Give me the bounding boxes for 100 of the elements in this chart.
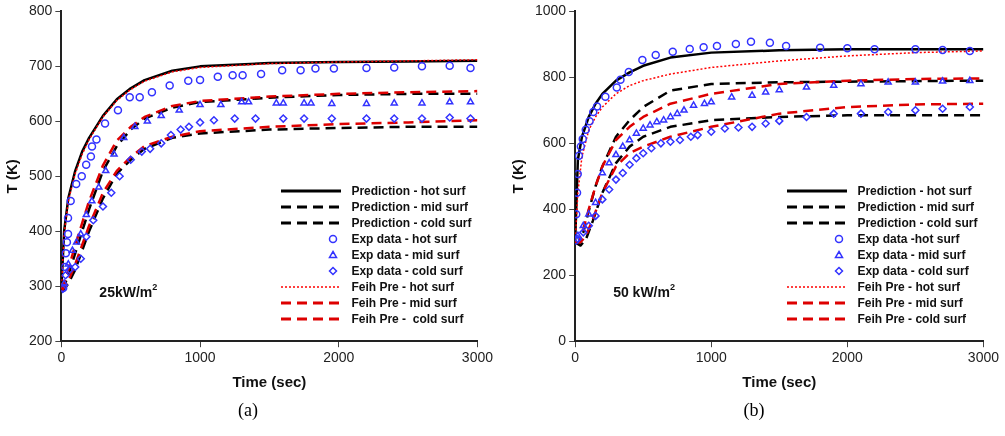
point: [911, 45, 920, 54]
point: [418, 98, 426, 106]
point: [299, 114, 309, 123]
point: [445, 113, 454, 122]
point: [135, 92, 144, 102]
point: [591, 211, 600, 221]
point: [761, 87, 770, 95]
point: [765, 38, 775, 47]
point: [727, 92, 736, 100]
legend-label: Exp data - mid surf: [857, 247, 966, 264]
point: [815, 43, 825, 52]
point: [651, 50, 660, 60]
point: [82, 232, 91, 242]
point: [61, 279, 68, 286]
point: [101, 166, 110, 174]
point: [196, 100, 204, 108]
point: [748, 91, 756, 98]
point: [720, 124, 730, 133]
point: [575, 151, 584, 161]
legend-label: Prediction - cold surf: [857, 215, 978, 232]
point: [62, 238, 72, 247]
point: [110, 150, 118, 157]
point: [611, 175, 621, 184]
point: [802, 83, 811, 90]
y-tick-label: 200: [29, 332, 53, 349]
x-tick-label: 1000: [695, 349, 728, 366]
y-tick-label: 400: [29, 222, 53, 239]
point: [89, 216, 98, 225]
point: [64, 260, 73, 267]
point: [625, 135, 634, 143]
point: [585, 116, 594, 126]
point: [592, 102, 602, 111]
point: [575, 231, 582, 239]
point: [63, 213, 73, 223]
point: [311, 64, 320, 73]
point: [176, 125, 185, 134]
legend-label: Prediction - cold surf: [351, 215, 472, 232]
point: [237, 97, 246, 105]
point: [699, 43, 708, 52]
point: [156, 139, 166, 148]
point: [612, 83, 622, 92]
point: [632, 153, 641, 163]
point: [656, 139, 666, 148]
y-tick-label: 400: [542, 200, 567, 217]
y-tick-label: 800: [29, 2, 53, 19]
point: [61, 262, 70, 272]
point: [86, 152, 96, 161]
point: [195, 75, 205, 85]
point: [686, 132, 696, 141]
point: [911, 106, 920, 115]
point: [327, 114, 337, 123]
point: [92, 135, 101, 144]
point: [775, 116, 784, 126]
point: [700, 99, 709, 107]
y-tick-label: 700: [29, 57, 53, 74]
y-axis-title: T (K): [509, 159, 527, 194]
point: [195, 118, 205, 127]
point: [689, 101, 698, 108]
legend-label: Feih Pre - hot surf: [857, 279, 961, 296]
point: [576, 142, 586, 151]
point: [107, 188, 116, 198]
point: [604, 185, 614, 194]
point: [746, 37, 756, 46]
point: [802, 112, 811, 122]
point: [279, 114, 288, 123]
point: [938, 45, 947, 55]
point: [131, 122, 139, 130]
point: [143, 117, 152, 124]
point: [61, 270, 70, 280]
point: [775, 85, 784, 93]
point: [666, 137, 675, 146]
x-axis-title: Time (sec): [742, 373, 817, 391]
point: [747, 122, 757, 132]
x-axis-title: Time (sec): [232, 373, 307, 391]
point: [145, 144, 155, 154]
point: [217, 100, 225, 108]
legend-label: Exp data -hot surf: [857, 231, 960, 248]
y-tick-label: 600: [542, 134, 567, 151]
text: (a): [238, 400, 258, 421]
point: [584, 209, 593, 217]
point: [61, 249, 71, 258]
point: [601, 92, 610, 102]
point: [115, 172, 124, 181]
point: [329, 64, 339, 73]
point: [829, 81, 838, 89]
point: [70, 262, 80, 272]
point: [165, 81, 174, 90]
point: [63, 229, 73, 239]
point: [706, 127, 716, 137]
point: [639, 124, 647, 131]
point: [761, 119, 770, 128]
point: [911, 78, 920, 85]
point: [445, 61, 454, 71]
point: [693, 130, 702, 140]
point: [82, 210, 91, 218]
x-tick-label: 1000: [184, 349, 216, 366]
point: [445, 97, 454, 105]
point: [390, 98, 398, 106]
point: [707, 97, 716, 105]
point: [244, 97, 253, 105]
